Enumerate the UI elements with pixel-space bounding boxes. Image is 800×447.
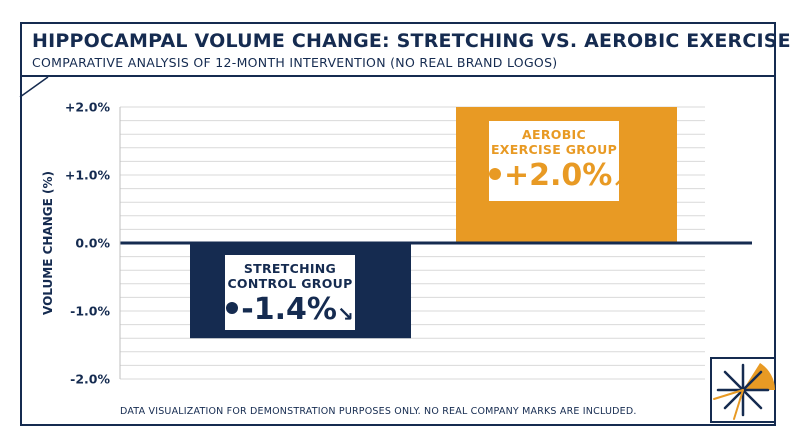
bar-label-aerobic: AEROBIC EXERCISE GROUP +2.0%↗ (489, 121, 629, 201)
bar-value-stretching-text: -1.4% (241, 292, 337, 327)
dot-icon (489, 168, 501, 180)
chart-frame (20, 22, 776, 426)
y-tick-label: 0.0% (75, 236, 110, 251)
y-tick-label: +2.0% (65, 100, 111, 115)
y-tick-label: +1.0% (65, 168, 111, 183)
header-divider (20, 75, 776, 77)
chart-subtitle: COMPARATIVE ANALYSIS OF 12-MONTH INTERVE… (32, 55, 558, 70)
bar-value-stretching: -1.4%↘ (225, 291, 355, 333)
arrow-down-right-icon: ↘ (336, 302, 354, 326)
arrow-up-right-icon: ↗ (612, 168, 630, 192)
bar-label-stretching-name: STRETCHING CONTROL GROUP (227, 261, 353, 291)
y-tick-label: -2.0% (70, 372, 110, 387)
footnote: DATA VISUALIZATION FOR DEMONSTRATION PUR… (120, 406, 637, 417)
bar-label-aerobic-name: AEROBIC EXERCISE GROUP (490, 127, 618, 157)
chart-title: HIPPOCAMPAL VOLUME CHANGE: STRETCHING VS… (32, 30, 791, 52)
starburst-icon (710, 357, 776, 423)
bar-value-aerobic-text: +2.0% (504, 158, 613, 193)
dot-icon (226, 302, 239, 314)
bar-label-stretching: STRETCHING CONTROL GROUP -1.4%↘ (225, 255, 355, 330)
corner-accent (19, 76, 49, 98)
y-tick-label: -1.0% (70, 304, 110, 319)
y-axis-label: VOLUME CHANGE (%) (41, 171, 55, 315)
bar-value-aerobic: +2.0%↗ (489, 157, 629, 199)
y-tick-labels: +2.0% +1.0% 0.0% -1.0% -2.0% (65, 100, 111, 387)
